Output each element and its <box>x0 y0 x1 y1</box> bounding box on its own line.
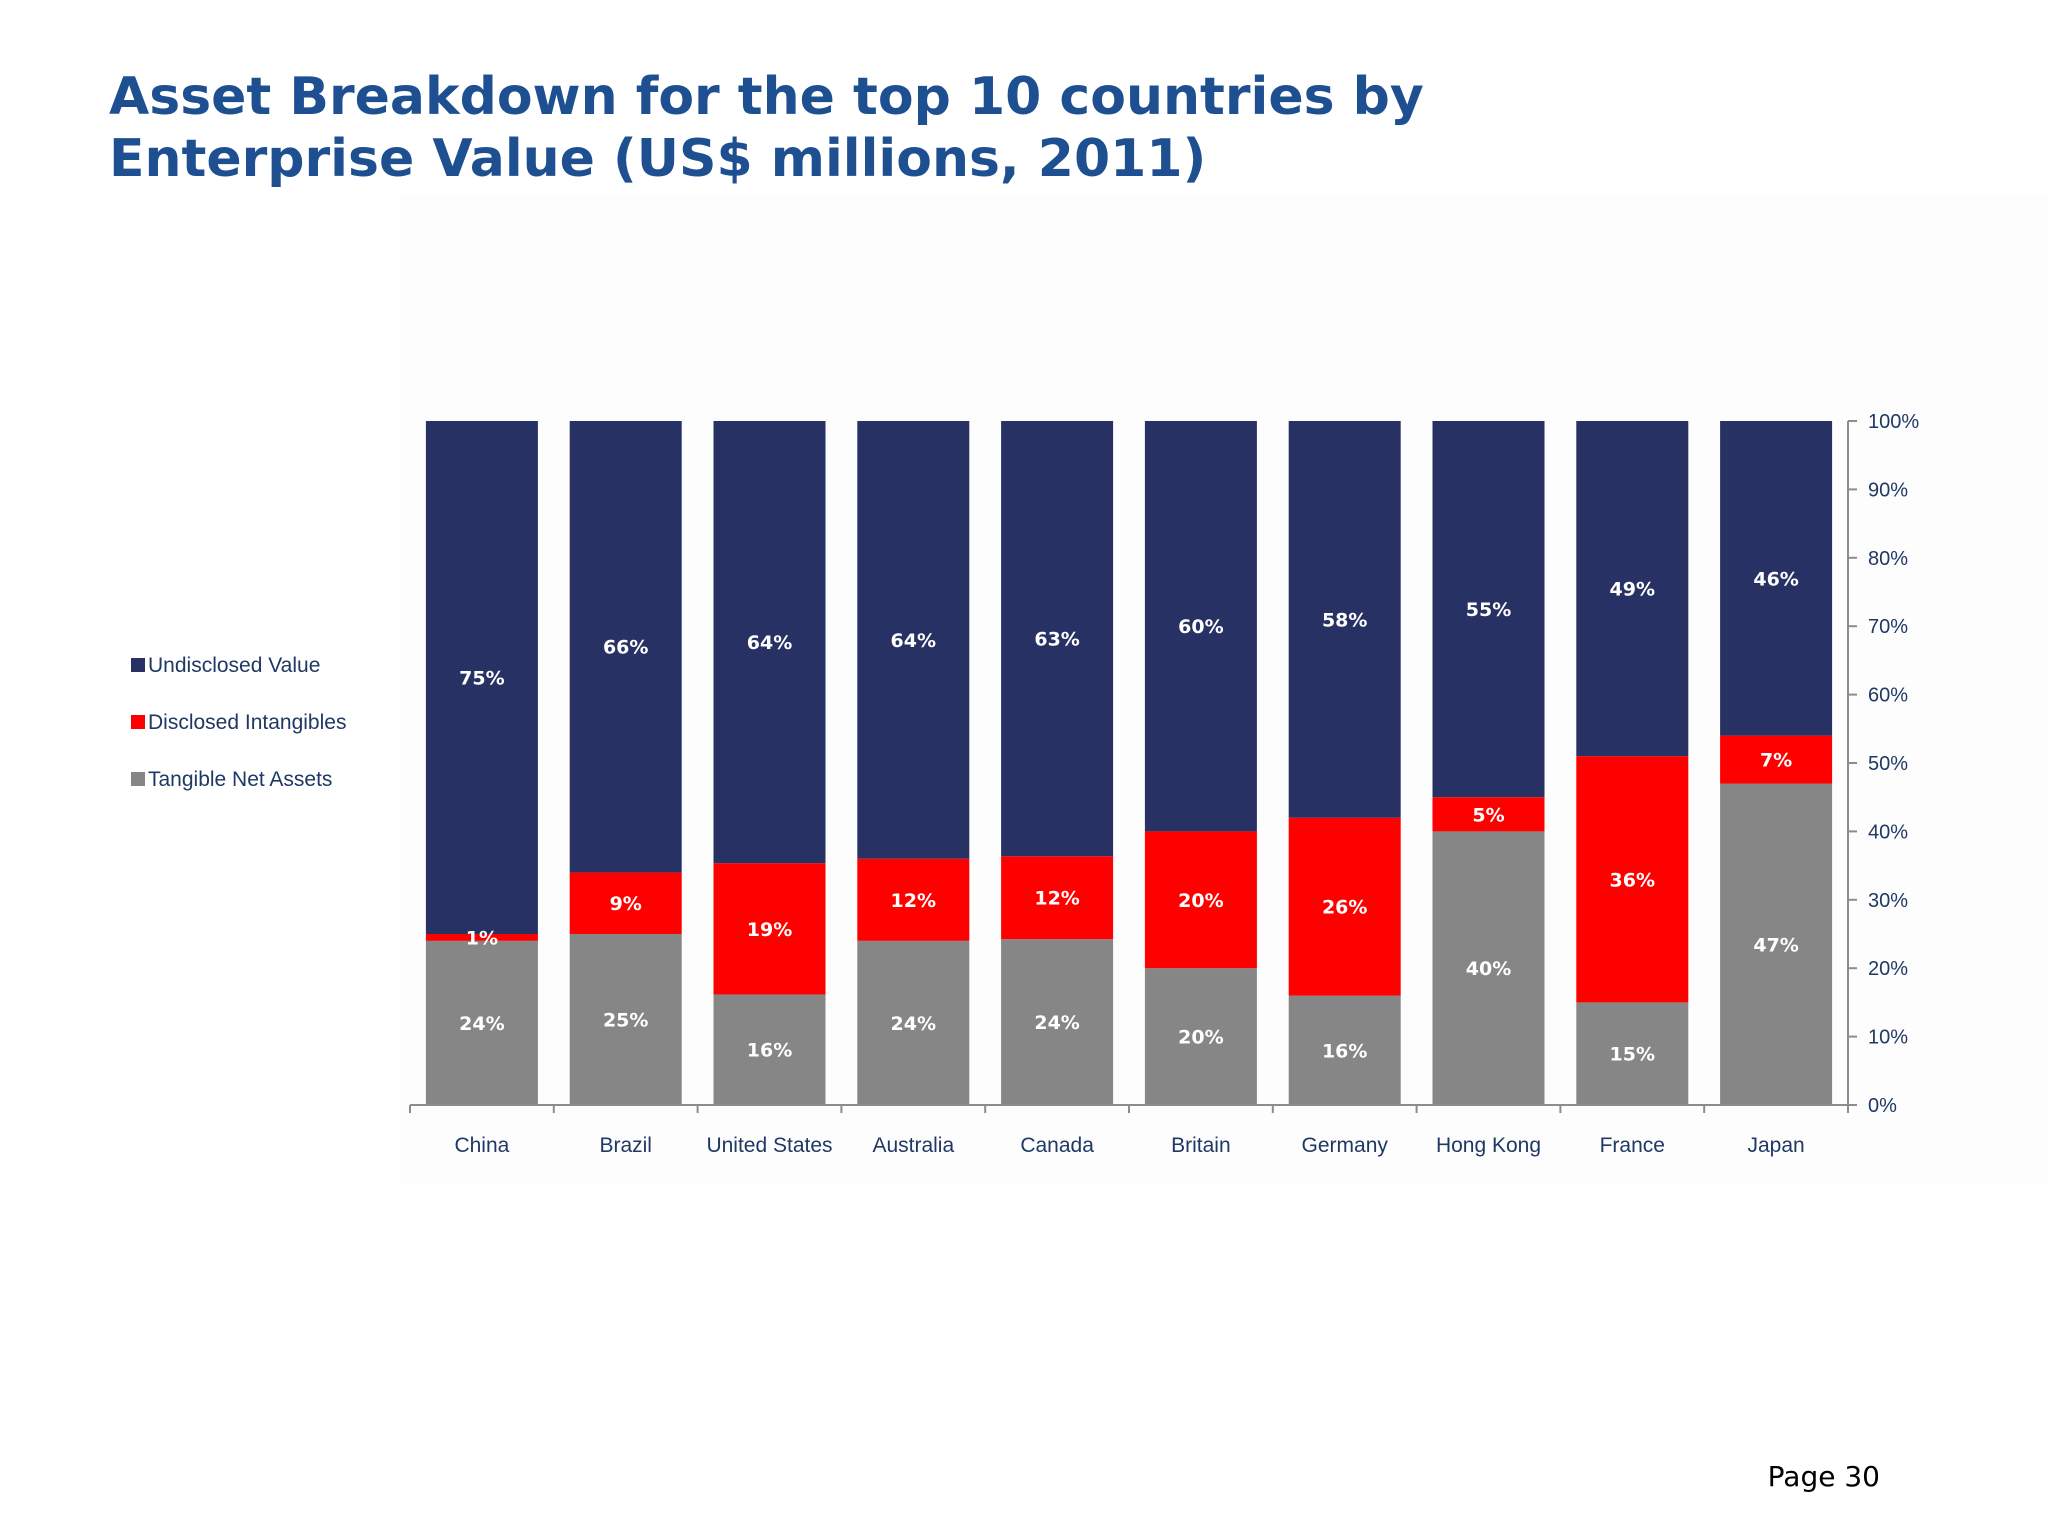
bar-disclosed-intangibles-canada <box>1001 856 1114 940</box>
y-tick-label-90: 90% <box>1868 479 1908 501</box>
data-label-undisclosed-value-united-states: 64% <box>747 632 792 654</box>
bar-tangible-net-assets-china <box>425 940 538 1105</box>
data-label-disclosed-intangibles-brazil: 9% <box>610 893 642 915</box>
slide-title: Asset Breakdown for the top 10 countries… <box>109 66 1609 190</box>
x-tick-label-canada: Canada <box>1020 1134 1094 1157</box>
data-label-undisclosed-value-china: 75% <box>459 668 504 690</box>
x-tick-label-hong-kong: Hong Kong <box>1436 1134 1541 1157</box>
x-tick-label-germany: Germany <box>1302 1134 1389 1157</box>
data-label-tangible-net-assets-britain: 20% <box>1178 1027 1223 1049</box>
legend-swatch-undisclosed-value <box>131 658 145 672</box>
bar-tangible-net-assets-brazil <box>569 934 682 1105</box>
title-line-2: Enterprise Value (US$ millions, 2011) <box>109 129 1207 189</box>
data-label-undisclosed-value-australia: 64% <box>891 630 936 652</box>
y-tick-label-0: 0% <box>1868 1095 1897 1117</box>
y-tick-label-60: 60% <box>1868 685 1908 707</box>
x-tick-label-brazil: Brazil <box>599 1134 652 1157</box>
x-tick-label-britain: Britain <box>1171 1134 1231 1157</box>
data-label-tangible-net-assets-united-states: 16% <box>747 1040 792 1062</box>
bar-disclosed-intangibles-france <box>1576 756 1689 1003</box>
bar-undisclosed-value-brazil <box>569 421 682 873</box>
data-label-disclosed-intangibles-britain: 20% <box>1178 890 1223 912</box>
data-label-tangible-net-assets-brazil: 25% <box>603 1010 648 1032</box>
bar-undisclosed-value-canada <box>1001 421 1114 857</box>
bar-disclosed-intangibles-britain <box>1144 831 1257 969</box>
data-label-undisclosed-value-brazil: 66% <box>603 637 648 659</box>
bar-disclosed-intangibles-brazil <box>569 872 682 934</box>
y-tick-label-30: 30% <box>1868 890 1908 912</box>
data-label-disclosed-intangibles-canada: 12% <box>1034 888 1079 910</box>
data-label-undisclosed-value-hong-kong: 55% <box>1466 599 1511 621</box>
x-tick-label-china: China <box>454 1134 509 1157</box>
data-label-tangible-net-assets-china: 24% <box>459 1013 504 1035</box>
y-tick-label-100: 100% <box>1868 411 1919 433</box>
data-label-disclosed-intangibles-hong-kong: 5% <box>1472 804 1504 826</box>
bar-tangible-net-assets-hong-kong <box>1432 831 1545 1105</box>
page-number: Page 30 <box>1767 1460 1880 1493</box>
bar-tangible-net-assets-britain <box>1144 968 1257 1105</box>
data-label-disclosed-intangibles-united-states: 19% <box>747 919 792 941</box>
data-label-undisclosed-value-japan: 46% <box>1753 568 1798 590</box>
x-tick-label-france: France <box>1600 1134 1665 1157</box>
bar-tangible-net-assets-canada <box>1001 939 1114 1105</box>
bar-disclosed-intangibles-china <box>425 934 538 941</box>
title-line-1: Asset Breakdown for the top 10 countries… <box>109 67 1424 127</box>
legend-label-disclosed-intangibles: Disclosed Intangibles <box>148 711 346 734</box>
data-label-tangible-net-assets-canada: 24% <box>1034 1012 1079 1034</box>
bar-tangible-net-assets-france <box>1576 1002 1689 1105</box>
data-label-undisclosed-value-canada: 63% <box>1034 629 1079 651</box>
x-tick-label-united-states: United States <box>706 1134 832 1157</box>
bar-undisclosed-value-china <box>425 421 538 934</box>
legend-swatch-tangible-net-assets <box>131 772 145 786</box>
bar-undisclosed-value-france <box>1576 421 1689 757</box>
bar-undisclosed-value-japan <box>1720 421 1833 736</box>
data-label-disclosed-intangibles-france: 36% <box>1610 869 1655 891</box>
x-tick-label-japan: Japan <box>1747 1134 1804 1157</box>
legend-swatch-disclosed-intangibles <box>131 715 145 729</box>
bar-disclosed-intangibles-australia <box>857 858 970 941</box>
data-label-undisclosed-value-france: 49% <box>1610 579 1655 601</box>
bar-tangible-net-assets-germany <box>1288 995 1401 1105</box>
legend-label-tangible-net-assets: Tangible Net Assets <box>148 768 332 791</box>
data-label-tangible-net-assets-australia: 24% <box>891 1013 936 1035</box>
y-tick-label-10: 10% <box>1868 1027 1908 1049</box>
data-label-undisclosed-value-germany: 58% <box>1322 609 1367 631</box>
data-label-disclosed-intangibles-japan: 7% <box>1760 750 1792 772</box>
data-label-tangible-net-assets-japan: 47% <box>1753 934 1798 956</box>
bar-disclosed-intangibles-japan <box>1720 735 1833 784</box>
data-label-tangible-net-assets-germany: 16% <box>1322 1040 1367 1062</box>
bar-undisclosed-value-germany <box>1288 421 1401 818</box>
y-tick-label-40: 40% <box>1868 821 1908 843</box>
data-label-tangible-net-assets-hong-kong: 40% <box>1466 958 1511 980</box>
x-tick-label-australia: Australia <box>872 1134 954 1157</box>
y-tick-label-20: 20% <box>1868 958 1908 980</box>
y-tick-label-70: 70% <box>1868 616 1908 638</box>
bar-disclosed-intangibles-hong-kong <box>1432 797 1545 832</box>
data-label-disclosed-intangibles-china: 1% <box>466 927 498 949</box>
bar-undisclosed-value-hong-kong <box>1432 421 1545 798</box>
bar-tangible-net-assets-japan <box>1720 783 1833 1105</box>
y-tick-label-80: 80% <box>1868 548 1908 570</box>
data-label-undisclosed-value-britain: 60% <box>1178 616 1223 638</box>
bar-undisclosed-value-australia <box>857 421 970 859</box>
data-label-tangible-net-assets-france: 15% <box>1610 1044 1655 1066</box>
y-tick-label-50: 50% <box>1868 753 1908 775</box>
legend: Undisclosed Value Disclosed Intangibles Ta… <box>131 654 346 791</box>
bar-tangible-net-assets-united-states <box>713 994 826 1105</box>
data-label-disclosed-intangibles-germany: 26% <box>1322 897 1367 919</box>
bar-undisclosed-value-britain <box>1144 421 1257 832</box>
axis-layer: China Brazil United States Australia Canada B… <box>409 411 1919 1157</box>
bar-tangible-net-assets-australia <box>857 940 970 1105</box>
legend-label-undisclosed-value: Undisclosed Value <box>148 654 320 677</box>
bar-undisclosed-value-united-states <box>713 421 826 864</box>
bar-disclosed-intangibles-germany <box>1288 817 1401 996</box>
data-label-disclosed-intangibles-australia: 12% <box>891 890 936 912</box>
bar-disclosed-intangibles-united-states <box>713 863 826 995</box>
bars-layer: 24% 1% 75% 25% 9% 66% 16% 19% 64% 24% 12% 64% 24% 12%… <box>425 421 1833 1105</box>
